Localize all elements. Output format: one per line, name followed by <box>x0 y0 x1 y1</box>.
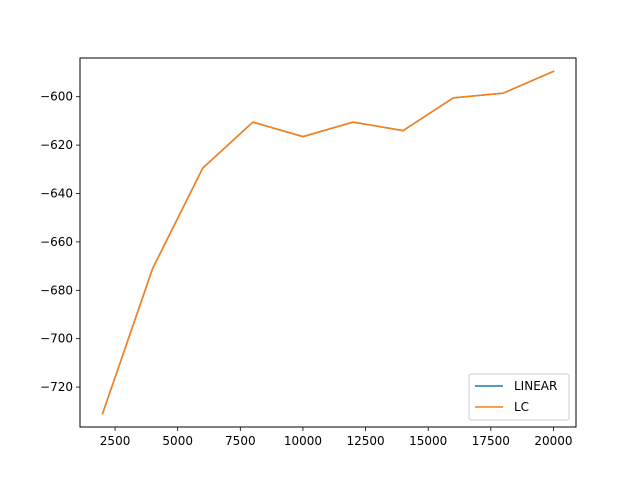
x-tick-label: 15000 <box>409 434 447 448</box>
x-tick-label: 5000 <box>162 434 193 448</box>
legend-label-lc: LC <box>514 400 529 414</box>
legend-label-linear: LINEAR <box>514 379 557 393</box>
x-tick-label: 2500 <box>100 434 131 448</box>
y-tick-label: −600 <box>40 90 73 104</box>
axis-layer: 2500 5000 7500 10000 12500 15000 17500 20000 −72… <box>40 90 573 448</box>
x-tick-label: 10000 <box>284 434 322 448</box>
y-tick-label: −660 <box>40 235 73 249</box>
y-tick-label: −640 <box>40 187 73 201</box>
series-layer <box>101 70 555 415</box>
y-tick-label: −680 <box>40 283 73 297</box>
series-line-lc <box>101 70 555 415</box>
x-tick-label: 12500 <box>346 434 384 448</box>
x-tick-label: 7500 <box>225 434 256 448</box>
y-tick-label: −620 <box>40 138 73 152</box>
y-tick-label: −720 <box>40 380 73 394</box>
y-tick-label: −700 <box>40 332 73 346</box>
plot-frame <box>79 57 577 428</box>
x-tick-label: 20000 <box>534 434 572 448</box>
legend: LINEAR LC <box>468 373 570 421</box>
plot-area <box>80 58 576 427</box>
x-tick-label: 17500 <box>472 434 510 448</box>
